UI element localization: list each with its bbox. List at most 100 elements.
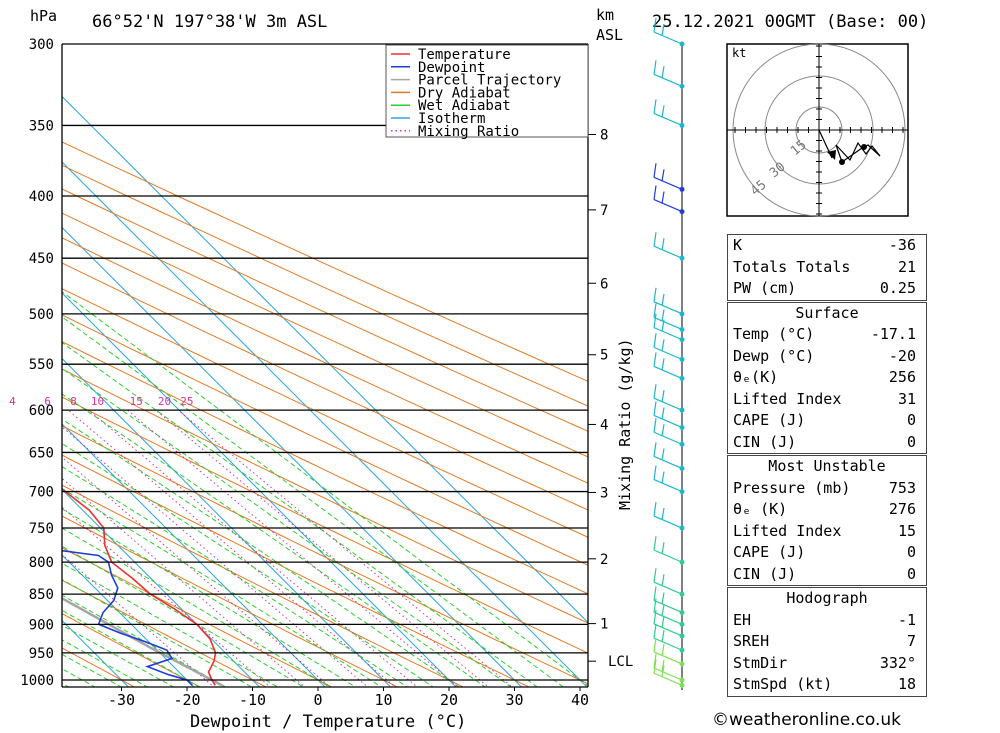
wind-barb-shaft bbox=[653, 599, 683, 614]
most-unstable-index-row: θₑ (K) 276 bbox=[728, 499, 926, 521]
dewpoint-line bbox=[62, 549, 193, 686]
credit-label[interactable]: ©weatheronline.co.uk bbox=[712, 710, 902, 730]
height-tick-label: 6 bbox=[600, 276, 608, 292]
mixing-ratio-label: 6 bbox=[44, 395, 51, 408]
wet-adiabat-line bbox=[62, 367, 512, 687]
most-unstable-index-row: Lifted Index 15 bbox=[728, 521, 926, 543]
wind-barb-shaft bbox=[653, 479, 683, 493]
surface-title: Surface bbox=[795, 303, 859, 322]
isotherm-line bbox=[62, 95, 588, 624]
wind-level-dot bbox=[679, 407, 685, 413]
isotherm-line bbox=[62, 292, 457, 687]
index-value: 0.25 bbox=[879, 279, 916, 297]
wind-barb-flag bbox=[661, 309, 665, 322]
surface-index-value: -17.1 bbox=[870, 325, 916, 343]
temperature-line bbox=[62, 487, 217, 686]
height-tick-label: 7 bbox=[600, 203, 608, 219]
wind-level-dot bbox=[679, 647, 685, 653]
wind-level-dot bbox=[679, 186, 685, 192]
wind-barb-flag bbox=[653, 568, 657, 583]
hodograph-point bbox=[861, 144, 867, 150]
pressure-tick-label: 700 bbox=[29, 485, 54, 501]
hodograph-index-row: SREH 7 bbox=[728, 631, 926, 653]
wind-barb-shaft bbox=[653, 327, 683, 341]
wind-barb-flag bbox=[661, 319, 665, 332]
hodograph-index-label: StmDir bbox=[733, 653, 788, 672]
index-label: PW (cm) bbox=[733, 279, 797, 297]
legend-entry: Isotherm bbox=[418, 111, 485, 127]
legend-entry: Wet Adiabat bbox=[418, 98, 511, 114]
wind-barb-shaft bbox=[653, 31, 683, 45]
indices-most-unstable-box: Most Unstable Pressure (mb) 753 θₑ (K) 276 L… bbox=[727, 455, 927, 586]
indices-surface-box: Surface Temp (°C) -17.1 Dewp (°C) -20 θₑ(K) 2… bbox=[727, 301, 927, 454]
wind-barb-shaft bbox=[653, 365, 683, 379]
surface-index-value: 31 bbox=[897, 389, 916, 408]
mixing-ratio-line bbox=[62, 553, 215, 687]
wind-barb-flag bbox=[653, 303, 657, 318]
wind-barb-shaft bbox=[653, 245, 683, 259]
mixing-ratio-label: 20 bbox=[158, 395, 171, 408]
wind-barb-flag bbox=[661, 105, 665, 118]
isotherm-line bbox=[62, 423, 326, 687]
pressure-tick-label: 350 bbox=[29, 118, 54, 134]
pressure-tick-label: 650 bbox=[29, 445, 54, 461]
wind-level-dot bbox=[679, 633, 685, 639]
wind-barb-flag bbox=[653, 624, 657, 639]
most-unstable-index-value: 15 bbox=[897, 521, 916, 540]
wind-barb-flag bbox=[661, 507, 665, 521]
wind-barb-shaft bbox=[653, 611, 683, 625]
wind-level-dot bbox=[679, 356, 685, 362]
wind-barb-flag bbox=[661, 665, 665, 678]
surface-index-label: θₑ(K) bbox=[733, 368, 779, 386]
legend-entry: Mixing Ratio bbox=[418, 124, 519, 140]
height-tick-label: 5 bbox=[600, 348, 608, 364]
x-tick-label: 30 bbox=[505, 691, 523, 709]
indices-main-box: K -36 Totals Totals 21 PW (cm) 0.25 bbox=[727, 234, 927, 301]
wind-level-dot bbox=[679, 682, 685, 688]
wind-barb-flag bbox=[653, 418, 657, 433]
index-value: 21 bbox=[897, 257, 916, 276]
dry-adiabat-line bbox=[62, 454, 531, 687]
surface-index-row: Lifted Index 31 bbox=[728, 389, 926, 411]
wind-barb-flag bbox=[653, 465, 657, 480]
height-ref-label: ASL bbox=[596, 26, 623, 44]
legend-box bbox=[385, 44, 589, 138]
wind-barb-flag bbox=[653, 232, 657, 247]
wet-adiabat-line bbox=[62, 341, 539, 687]
wind-barb-shaft bbox=[653, 515, 683, 529]
mixing-ratio-axis-label: Mixing Ratio (g/kg) bbox=[616, 338, 634, 510]
wind-level-dot bbox=[679, 525, 685, 531]
legend-entry: Parcel Trajectory bbox=[418, 73, 561, 89]
pressure-tick-label: 550 bbox=[29, 357, 54, 373]
x-tick-label: -20 bbox=[173, 691, 200, 709]
wind-barb-flag bbox=[661, 659, 665, 673]
most-unstable-title: Most Unstable bbox=[768, 457, 886, 475]
wind-barb-flag bbox=[653, 536, 657, 551]
legend-entry: Temperature bbox=[418, 47, 511, 63]
wind-barb-flag bbox=[661, 238, 665, 251]
wet-adiabat-line bbox=[62, 290, 588, 687]
wind-barb-flag bbox=[653, 659, 657, 674]
dry-adiabat-line bbox=[62, 368, 588, 624]
hodograph-surface-point bbox=[839, 159, 845, 165]
wet-adiabat-line bbox=[62, 316, 565, 687]
wind-barb-shaft bbox=[653, 112, 683, 126]
wind-barb-shaft bbox=[653, 623, 683, 637]
most-unstable-index-value: 0 bbox=[906, 564, 916, 583]
wind-level-dot bbox=[679, 255, 685, 261]
wind-barb-flag bbox=[653, 384, 657, 399]
most-unstable-index-value: 753 bbox=[888, 478, 916, 497]
height-tick-label: 2 bbox=[600, 552, 608, 568]
wind-barb-shaft bbox=[653, 651, 683, 665]
height-tick-label: 1 bbox=[600, 617, 608, 633]
wet-adiabat-line bbox=[62, 442, 435, 687]
mixing-ratio-label: 15 bbox=[130, 395, 143, 408]
mixing-ratio-label: 4 bbox=[9, 395, 16, 408]
mixing-ratio-line bbox=[67, 409, 396, 687]
index-row: PW (cm) 0.25 bbox=[728, 278, 926, 300]
index-row: K -36 bbox=[728, 235, 926, 257]
dry-adiabat-line bbox=[62, 188, 588, 432]
wet-adiabat-line bbox=[62, 418, 460, 687]
wind-barb-flag bbox=[653, 333, 657, 348]
